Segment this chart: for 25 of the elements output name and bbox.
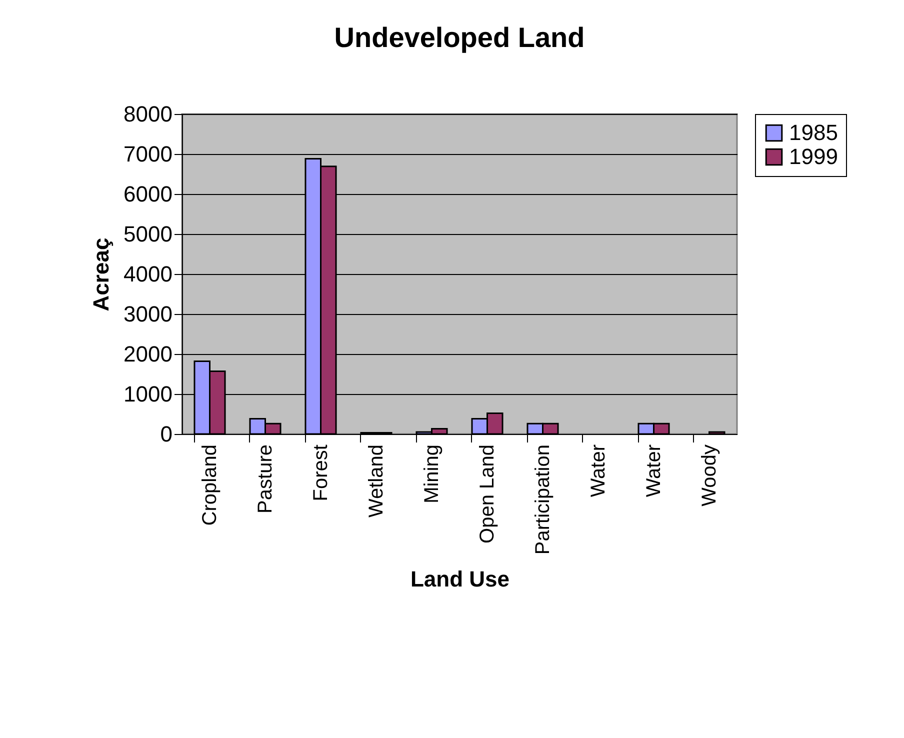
x-tick-label: Open Land xyxy=(476,444,498,544)
y-tick-label: 4000 xyxy=(124,262,172,286)
chart-title: Undeveloped Land xyxy=(334,22,585,53)
y-tick-label: 0 xyxy=(160,422,172,446)
legend-label: 1999 xyxy=(789,144,838,169)
y-tick-label: 7000 xyxy=(124,142,172,166)
x-tick-label: Forest xyxy=(310,444,332,502)
x-tick-label: Water xyxy=(642,444,665,498)
bar xyxy=(708,431,726,435)
x-tick-label: Woody xyxy=(698,444,720,506)
x-axis-title: Land Use xyxy=(410,566,510,592)
y-tick-label: 2000 xyxy=(124,342,172,366)
y-tick-label: 6000 xyxy=(124,182,172,206)
x-tick-label: Participation xyxy=(532,444,554,555)
y-tick-label: 8000 xyxy=(124,102,172,126)
x-tick-label: Cropland xyxy=(198,444,221,526)
y-tick-label: 1000 xyxy=(124,382,172,406)
x-tick-label: Wetland xyxy=(365,444,388,518)
y-tick-label: 3000 xyxy=(124,302,172,326)
legend-label: 1985 xyxy=(789,120,838,145)
y-axis-title: Acreaç xyxy=(88,238,114,312)
x-tick-label: Water xyxy=(587,444,610,498)
x-tick-label: Mining xyxy=(420,444,443,504)
y-tick-label: 5000 xyxy=(124,222,172,246)
x-tick-label: Pasture xyxy=(254,444,276,514)
